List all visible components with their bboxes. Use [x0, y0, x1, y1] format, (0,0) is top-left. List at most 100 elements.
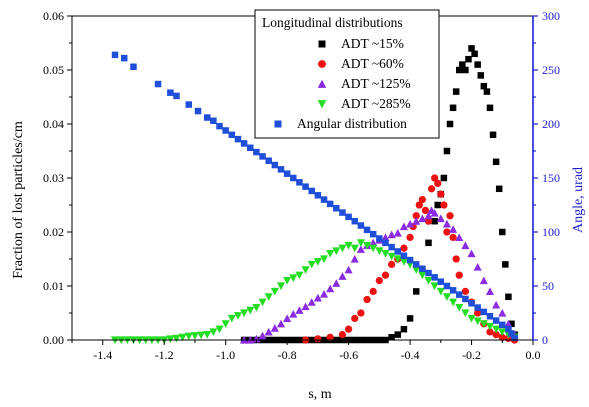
- data-point: [356, 245, 365, 253]
- y-tick-label: 0.01: [43, 279, 64, 293]
- data-point: [167, 89, 174, 96]
- data-point: [495, 185, 503, 193]
- data-point: [430, 209, 439, 217]
- data-point: [345, 213, 352, 221]
- data-point: [326, 250, 335, 258]
- data-point: [381, 250, 390, 258]
- legend-marker: [317, 79, 327, 88]
- data-point: [498, 328, 507, 336]
- data-point: [362, 241, 372, 250]
- data-point: [320, 196, 328, 203]
- data-point: [474, 61, 481, 68]
- data-point: [471, 50, 478, 58]
- data-point: [350, 254, 359, 263]
- legend-label: ADT ~285%: [341, 96, 411, 111]
- data-point: [492, 317, 500, 324]
- data-point: [333, 204, 340, 212]
- legend-label: ADT ~125%: [341, 76, 411, 91]
- data-point: [154, 80, 162, 88]
- data-point: [473, 263, 482, 271]
- data-point: [197, 331, 206, 340]
- data-point: [421, 206, 430, 215]
- data-point: [449, 225, 458, 233]
- data-point: [480, 308, 488, 316]
- data-point: [406, 315, 414, 322]
- legend-label: ADT ~15%: [341, 36, 404, 51]
- data-point: [276, 282, 286, 291]
- data-point: [221, 320, 230, 328]
- data-point: [172, 334, 181, 343]
- data-point: [418, 195, 427, 204]
- data-point: [394, 248, 402, 255]
- data-point: [381, 233, 390, 241]
- data-point: [283, 277, 292, 285]
- data-point: [442, 219, 451, 228]
- data-point: [400, 244, 408, 252]
- data-point: [440, 174, 448, 182]
- data-point: [357, 222, 365, 229]
- data-point: [247, 144, 254, 152]
- y-tick-label: 0.04: [43, 117, 64, 131]
- data-point: [434, 201, 441, 209]
- data-point: [399, 258, 408, 266]
- data-point: [455, 271, 463, 279]
- y-tick-label: 0.00: [43, 333, 64, 347]
- data-point: [301, 266, 310, 274]
- data-point: [259, 153, 266, 160]
- data-point: [462, 66, 469, 74]
- data-point: [418, 271, 427, 280]
- data-point: [485, 287, 495, 295]
- data-point: [499, 321, 506, 329]
- data-point: [505, 325, 512, 333]
- data-point: [344, 265, 353, 274]
- data-point: [461, 309, 470, 318]
- data-point: [252, 304, 261, 312]
- data-point: [194, 107, 202, 115]
- data-point: [387, 260, 396, 269]
- y-tick-label: 0.02: [43, 225, 64, 239]
- data-point: [283, 170, 291, 177]
- legend-marker: [318, 60, 326, 68]
- data-point: [301, 302, 310, 311]
- data-point: [461, 287, 470, 296]
- data-point: [387, 230, 396, 239]
- data-point: [387, 252, 396, 261]
- data-point: [425, 269, 432, 277]
- data-point: [252, 334, 261, 343]
- y2-tick-label: 0: [542, 333, 548, 347]
- data-point: [486, 312, 494, 320]
- data-point: [357, 309, 365, 317]
- data-point: [504, 319, 513, 328]
- legend-box: [254, 9, 440, 139]
- y-tick-label: 0.03: [43, 171, 64, 185]
- y2-tick-label: 200: [542, 117, 560, 131]
- data-point: [440, 201, 448, 209]
- data-point: [437, 190, 445, 198]
- x-tick-label: -1.4: [93, 348, 112, 362]
- data-point: [210, 117, 217, 125]
- data-point: [258, 331, 267, 340]
- data-point: [388, 334, 395, 341]
- data-point: [375, 247, 384, 255]
- data-point: [492, 330, 500, 339]
- series-adt-60: [301, 174, 519, 344]
- data-point: [351, 314, 359, 323]
- data-point: [498, 333, 506, 341]
- data-point: [344, 325, 353, 333]
- data-point: [382, 239, 389, 247]
- data-point: [332, 247, 341, 255]
- data-point: [276, 319, 286, 328]
- data-point: [363, 226, 371, 234]
- x-tick-label: -0.6: [339, 348, 358, 362]
- y-tick-label: 0.06: [43, 9, 64, 23]
- data-point: [489, 131, 497, 139]
- data-point: [437, 278, 445, 285]
- x-tick-label: -0.8: [278, 348, 297, 362]
- data-point: [431, 217, 438, 225]
- data-point: [308, 187, 315, 195]
- data-point: [498, 308, 507, 317]
- data-point: [290, 174, 297, 182]
- data-point: [406, 256, 414, 264]
- data-point: [313, 258, 322, 266]
